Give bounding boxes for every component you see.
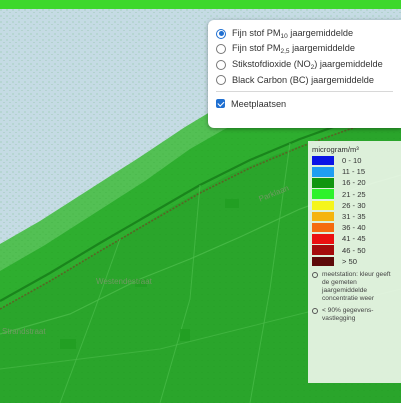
legend-item: 16 - 20 bbox=[312, 177, 399, 188]
legend-item: > 50 bbox=[312, 256, 399, 267]
layer-option-pm25[interactable]: Fijn stof PM2,5 jaargemiddelde bbox=[216, 42, 397, 58]
legend-item-label: 11 - 15 bbox=[342, 167, 366, 177]
legend-item-label: 41 - 45 bbox=[342, 234, 366, 244]
legend-swatch bbox=[312, 256, 334, 267]
circle-icon bbox=[312, 272, 318, 279]
layer-label-no2: Stikstofdioxide (NO2) jaargemiddelde bbox=[232, 58, 383, 71]
legend-swatch bbox=[312, 234, 334, 244]
legend-swatch bbox=[312, 245, 334, 255]
map-legend: microgram/m³ 0 - 10 11 - 15 16 - 20 21 -… bbox=[308, 141, 401, 383]
overlay-label-meetplaatsen: Meetplaatsen bbox=[231, 98, 287, 109]
legend-item-label: 31 - 35 bbox=[342, 212, 366, 222]
legend-swatch bbox=[312, 189, 334, 199]
legend-swatch bbox=[312, 155, 334, 166]
layer-separator bbox=[216, 91, 393, 92]
radio-pm10[interactable] bbox=[216, 28, 226, 39]
street-label-left: Strandstraat bbox=[2, 327, 46, 336]
layer-label-pm10: Fijn stof PM10 jaargemiddelde bbox=[232, 27, 354, 40]
layer-option-no2[interactable]: Stikstofdioxide (NO2) jaargemiddelde bbox=[216, 57, 397, 73]
legend-note-measurement: meetstation: kleur geeft de gemeten jaar… bbox=[312, 271, 399, 303]
legend-swatch bbox=[312, 200, 334, 211]
layer-option-pm10[interactable]: Fijn stof PM10 jaargemiddelde bbox=[216, 26, 397, 42]
legend-item-label: 46 - 50 bbox=[342, 245, 366, 255]
legend-item: 36 - 40 bbox=[312, 222, 399, 233]
legend-item-label: 0 - 10 bbox=[342, 156, 362, 166]
legend-item: 21 - 25 bbox=[312, 189, 399, 200]
top-color-bar bbox=[0, 0, 401, 9]
tram-line bbox=[0, 112, 401, 310]
legend-item-label: > 50 bbox=[342, 256, 357, 266]
circle-icon bbox=[312, 308, 318, 315]
legend-item-label: 21 - 25 bbox=[342, 189, 366, 199]
legend-item: 41 - 45 bbox=[312, 233, 399, 244]
legend-swatch bbox=[312, 222, 334, 233]
checkbox-meetplaatsen[interactable] bbox=[216, 99, 225, 109]
legend-item: 0 - 10 bbox=[312, 155, 399, 166]
legend-swatch bbox=[312, 211, 334, 222]
legend-swatch bbox=[312, 167, 334, 177]
legend-swatch bbox=[312, 178, 334, 188]
legend-item-label: 26 - 30 bbox=[342, 200, 366, 210]
legend-note-text: < 90% gegevens-vastlegging bbox=[322, 306, 374, 322]
legend-item-label: 16 - 20 bbox=[342, 178, 366, 188]
radio-no2[interactable] bbox=[216, 59, 226, 70]
layer-control-panel: Fijn stof PM10 jaargemiddelde Fijn stof … bbox=[208, 20, 401, 128]
layer-option-bc[interactable]: Black Carbon (BC) jaargemiddelde bbox=[216, 73, 397, 89]
radio-bc[interactable] bbox=[216, 75, 226, 86]
layer-label-bc: Black Carbon (BC) jaargemiddelde bbox=[232, 75, 374, 86]
layer-label-pm25: Fijn stof PM2,5 jaargemiddelde bbox=[232, 43, 355, 56]
legend-item: 11 - 15 bbox=[312, 166, 399, 177]
radio-pm25[interactable] bbox=[216, 44, 226, 55]
legend-item: 46 - 50 bbox=[312, 245, 399, 256]
legend-title: microgram/m³ bbox=[312, 145, 359, 154]
legend-note-coverage: < 90% gegevens-vastlegging bbox=[312, 307, 399, 323]
legend-note-text: meetstation: kleur geeft de gemeten jaar… bbox=[322, 270, 391, 302]
legend-item-label: 36 - 40 bbox=[342, 223, 366, 233]
legend-item: 26 - 30 bbox=[312, 200, 399, 211]
street-label-westend: Westendestraat bbox=[96, 277, 152, 286]
overlay-option-meetplaatsen[interactable]: Meetplaatsen bbox=[216, 96, 397, 112]
legend-item: 31 - 35 bbox=[312, 211, 399, 222]
